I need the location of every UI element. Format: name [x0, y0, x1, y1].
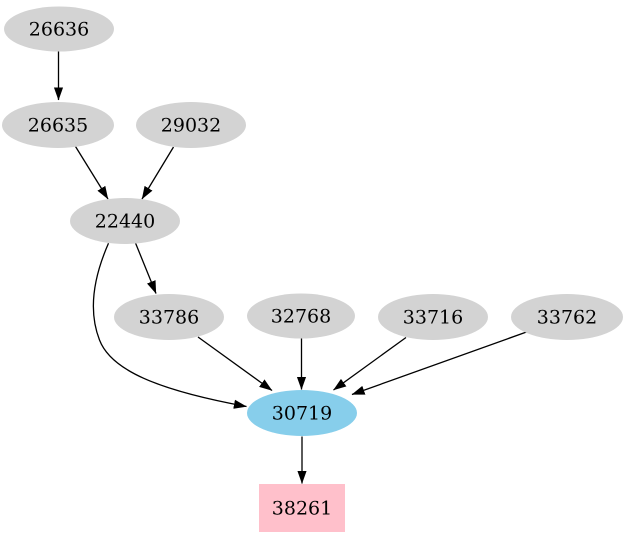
node-26635-shape	[2, 102, 114, 148]
node-26636: 26636	[4, 6, 114, 52]
edge-33762-to-30719	[351, 331, 527, 396]
node-26635: 26635	[2, 102, 114, 148]
node-38261: 38261	[259, 484, 345, 532]
node-32768-label: 32768	[271, 306, 331, 328]
edge-22440-to-33786	[134, 242, 157, 294]
node-29032-shape	[136, 102, 246, 148]
node-30719-label: 30719	[272, 403, 332, 425]
edge-33786-to-30719	[197, 336, 273, 392]
node-32768-shape	[247, 293, 355, 339]
edge-33716-to-30719	[333, 336, 407, 391]
node-33762-shape	[511, 294, 623, 340]
node-26636-label: 26636	[29, 19, 89, 41]
edge-29032-to-22440	[141, 146, 175, 200]
node-33762-label: 33762	[537, 307, 597, 329]
node-33762: 33762	[511, 294, 623, 340]
node-33786: 33786	[114, 294, 224, 340]
node-29032: 29032	[136, 102, 246, 148]
node-29032-label: 29032	[161, 115, 221, 137]
node-33716-shape	[378, 294, 488, 340]
node-38261-shape	[259, 484, 345, 532]
node-22440: 22440	[70, 198, 180, 244]
node-33716: 33716	[378, 294, 488, 340]
edge-layer	[53, 51, 527, 484]
edge-22440-to-30719	[92, 243, 247, 409]
node-33716-label: 33716	[403, 307, 463, 329]
node-layer: 26636 26635 29032 22440 33786 32768 3371…	[2, 6, 623, 532]
node-30719-shape	[247, 390, 357, 436]
node-26635-label: 26635	[28, 115, 88, 137]
node-33786-label: 33786	[139, 307, 199, 329]
node-26636-shape	[4, 6, 114, 52]
edge-26635-to-22440	[74, 146, 109, 200]
node-22440-shape	[70, 198, 180, 244]
node-33786-shape	[114, 294, 224, 340]
node-38261-label: 38261	[272, 498, 332, 520]
node-32768: 32768	[247, 293, 355, 339]
node-22440-label: 22440	[95, 211, 155, 233]
node-30719: 30719	[247, 390, 357, 436]
